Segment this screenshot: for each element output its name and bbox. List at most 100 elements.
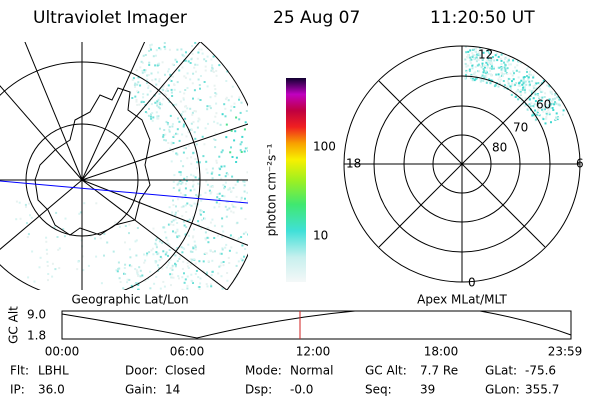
emission-pixel <box>471 64 474 67</box>
emission-pixel <box>158 78 161 81</box>
emission-pixel <box>544 103 547 106</box>
emission-pixel <box>503 84 506 87</box>
emission-pixel <box>199 87 201 90</box>
emission-pixel <box>482 68 485 71</box>
emission-pixel <box>158 47 161 50</box>
emission-pixel <box>550 99 553 102</box>
emission-pixel <box>203 308 205 310</box>
emission-pixel <box>538 96 541 99</box>
emission-pixel <box>251 166 253 168</box>
emission-pixel <box>202 155 205 158</box>
emission-pixel <box>192 282 194 284</box>
emission-pixel <box>190 58 193 61</box>
emission-pixel <box>150 72 153 75</box>
emission-pixel <box>525 103 528 106</box>
emission-pixel <box>182 193 185 196</box>
emission-pixel <box>160 257 163 260</box>
right-panel-label: Apex MLat/MLT <box>417 293 507 307</box>
emission-pixel <box>488 52 491 55</box>
emission-pixel <box>503 87 506 90</box>
emission-pixel <box>194 272 197 275</box>
emission-pixel <box>514 96 517 98</box>
emission-pixel <box>128 232 130 235</box>
emission-pixel <box>172 276 175 279</box>
emission-pixel <box>481 76 484 79</box>
emission-pixel <box>155 342 157 344</box>
emission-pixel <box>515 69 518 72</box>
emission-pixel <box>169 114 172 117</box>
emission-pixel <box>183 55 186 58</box>
emission-pixel <box>158 62 161 65</box>
emission-pixel <box>147 114 150 117</box>
emission-pixel <box>182 125 185 128</box>
emission-pixel <box>123 267 126 269</box>
emission-pixel <box>186 311 188 313</box>
emission-pixel <box>230 129 233 132</box>
emission-pixel <box>192 121 195 124</box>
emission-pixel <box>508 63 511 66</box>
emission-pixel <box>193 258 196 261</box>
emission-pixel <box>150 103 153 106</box>
emission-pixel <box>497 85 500 88</box>
emission-pixel <box>186 219 189 222</box>
emission-pixel <box>530 90 533 93</box>
emission-pixel <box>199 282 202 285</box>
emission-pixel <box>527 76 530 79</box>
emission-pixel <box>245 179 248 182</box>
colorbar-tick: 10 <box>313 229 328 243</box>
emission-pixel <box>164 231 167 234</box>
emission-pixel <box>195 194 198 196</box>
emission-pixel <box>164 253 167 256</box>
emission-pixel <box>216 234 219 237</box>
emission-pixel <box>196 57 199 60</box>
emission-pixel <box>558 98 561 101</box>
emission-pixel <box>481 74 484 77</box>
emission-pixel <box>539 106 542 109</box>
emission-pixel <box>136 90 139 93</box>
emission-pixel <box>487 58 490 61</box>
emission-pixel <box>181 197 184 200</box>
emission-pixel <box>225 96 228 99</box>
emission-pixel <box>140 60 143 63</box>
emission-pixel <box>469 49 472 52</box>
emission-pixel <box>464 76 467 79</box>
emission-pixel <box>164 73 166 76</box>
emission-pixel <box>177 198 179 201</box>
emission-pixel <box>185 147 187 150</box>
emission-pixel <box>179 90 182 93</box>
emission-pixel <box>166 239 169 242</box>
emission-pixel <box>142 93 145 96</box>
emission-pixel <box>218 202 221 205</box>
emission-pixel <box>178 277 180 280</box>
emission-pixel <box>542 110 545 113</box>
emission-pixel <box>222 184 225 187</box>
emission-pixel <box>167 254 169 257</box>
emission-pixel <box>535 113 538 116</box>
emission-pixel <box>223 187 226 190</box>
emission-pixel <box>165 120 168 123</box>
emission-pixel <box>195 203 198 206</box>
emission-pixel <box>211 167 214 170</box>
emission-pixel <box>145 254 148 257</box>
emission-pixel <box>486 57 489 59</box>
emission-pixel <box>489 69 492 72</box>
emission-pixel <box>511 82 514 85</box>
altitude-axis-label: GC Alt <box>7 306 21 344</box>
emission-pixel <box>156 34 158 36</box>
emission-pixel <box>247 146 248 149</box>
emission-pixel <box>510 93 513 96</box>
emission-pixel <box>139 269 142 272</box>
emission-pixel <box>193 89 196 92</box>
emission-pixel <box>144 54 147 56</box>
emission-pixel <box>485 76 488 79</box>
emission-pixel <box>172 204 175 206</box>
emission-pixel <box>142 101 145 103</box>
emission-pixel <box>162 98 165 101</box>
emission-pixel <box>174 254 177 257</box>
emission-pixel <box>131 79 134 81</box>
emission-pixel <box>202 269 205 272</box>
emission-pixel <box>514 66 517 69</box>
emission-pixel <box>24 203 27 206</box>
emission-pixel <box>171 269 174 271</box>
emission-pixel <box>240 236 243 238</box>
